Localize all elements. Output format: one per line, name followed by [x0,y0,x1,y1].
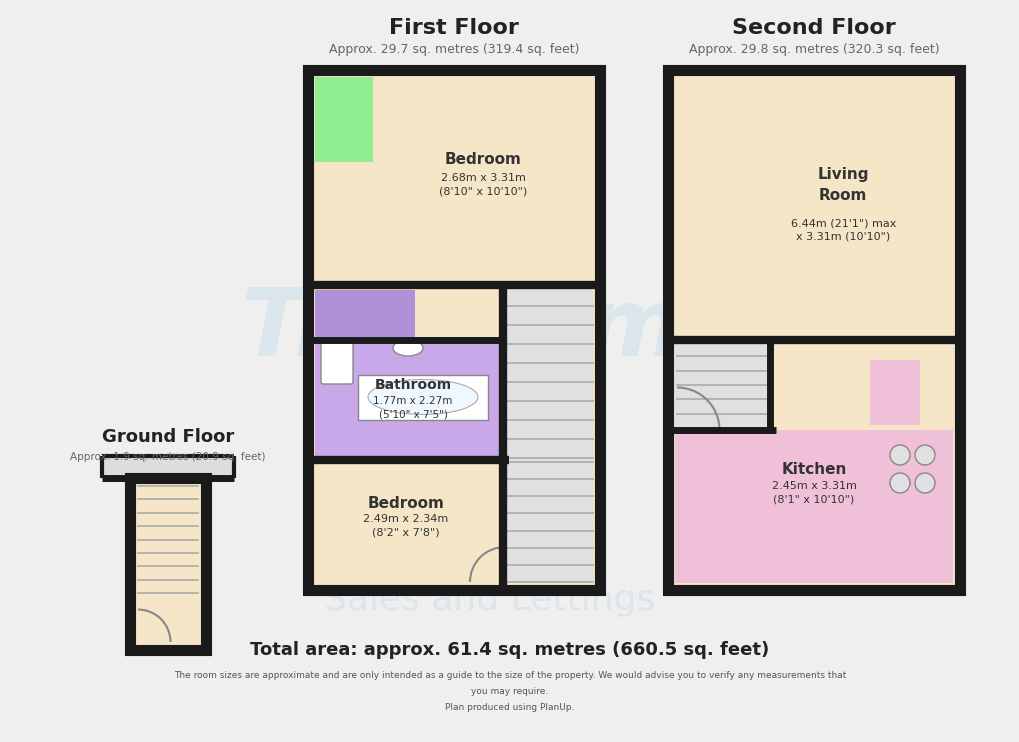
Bar [667,70,959,590]
Bar [315,340,502,460]
Text: The room sizes are approximate and are only intended as a guide to the size of t: The room sizes are approximate and are o… [173,671,846,680]
Bar [129,478,206,650]
Text: Total area: approx. 61.4 sq. metres (660.5 sq. feet): Total area: approx. 61.4 sq. metres (660… [250,641,769,659]
Text: 6.44m (21'1") max
x 3.31m (10'10"): 6.44m (21'1") max x 3.31m (10'10") [790,218,895,242]
Bar [675,430,952,583]
FancyBboxPatch shape [321,340,353,384]
Bar [675,340,769,430]
Bar [502,285,592,460]
Text: you may require.: you may require. [471,686,548,695]
Text: Kitchen: Kitchen [781,462,846,478]
Ellipse shape [368,379,478,415]
Circle shape [890,445,909,465]
Text: Bathroom: Bathroom [374,378,451,392]
Text: 1.77m x 2.27m
(5'10" x 7'5"): 1.77m x 2.27m (5'10" x 7'5") [373,396,452,419]
Bar [358,375,487,420]
Text: Ground Floor: Ground Floor [102,428,234,446]
Bar [315,77,373,162]
Bar [308,70,599,590]
Bar [502,460,592,583]
Circle shape [914,473,934,493]
Text: Tristrams: Tristrams [239,284,739,376]
Text: First Floor: First Floor [388,18,519,38]
Circle shape [890,473,909,493]
Bar [869,360,919,425]
Text: Approx. 29.8 sq. metres (320.3 sq. feet): Approx. 29.8 sq. metres (320.3 sq. feet) [688,44,938,56]
Text: Approx. 1.9 sq. metres (20.9 sq. feet): Approx. 1.9 sq. metres (20.9 sq. feet) [70,452,266,462]
Bar [102,456,233,478]
Bar [129,478,206,650]
Bar [315,290,415,345]
Text: Sales and Lettings: Sales and Lettings [324,583,655,617]
Text: Approx. 29.7 sq. metres (319.4 sq. feet): Approx. 29.7 sq. metres (319.4 sq. feet) [328,44,579,56]
Ellipse shape [392,340,423,356]
Bar [667,70,959,590]
Text: Plan produced using PlanUp.: Plan produced using PlanUp. [445,703,574,712]
Bar [308,70,599,590]
Text: Bedroom: Bedroom [367,496,444,510]
Text: Second Floor: Second Floor [732,18,895,38]
Text: 2.45m x 3.31m
(8'1" x 10'10"): 2.45m x 3.31m (8'1" x 10'10") [770,482,856,505]
Text: 2.49m x 2.34m
(8'2" x 7'8"): 2.49m x 2.34m (8'2" x 7'8") [363,514,448,538]
Text: Bedroom: Bedroom [444,153,521,168]
Text: Living
Room: Living Room [816,167,868,203]
Text: 2.68m x 3.31m
(8'10" x 10'10"): 2.68m x 3.31m (8'10" x 10'10") [438,174,527,197]
Circle shape [914,445,934,465]
